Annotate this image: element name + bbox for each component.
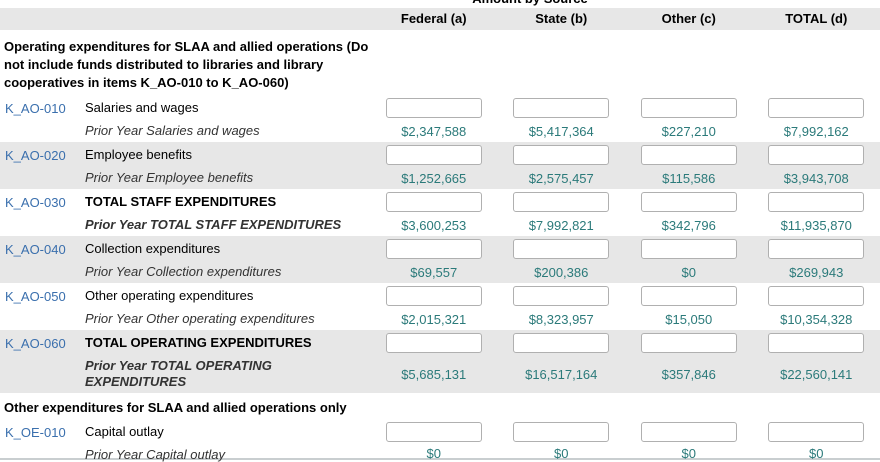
- item-label: Salaries and wages: [80, 95, 370, 121]
- amount-input-other[interactable]: [641, 145, 737, 165]
- amount-input-total[interactable]: [768, 192, 864, 212]
- prior-year-label: Prior Year TOTAL STAFF EXPENDITURES: [80, 215, 370, 236]
- prior-year-value-other: $357,846: [625, 356, 753, 393]
- table-row-K_AO-030: K_AO-030 TOTAL STAFF EXPENDITURES Prior …: [0, 189, 880, 236]
- prior-year-label: Prior Year TOTAL OPERATING EXPENDITURES: [80, 356, 285, 393]
- amount-input-state[interactable]: [513, 422, 609, 442]
- amount-input-other[interactable]: [641, 239, 737, 259]
- item-label: TOTAL STAFF EXPENDITURES: [80, 189, 370, 215]
- prior-year-label: Prior Year Other operating expenditures: [80, 309, 370, 330]
- item-id-link[interactable]: K_AO-030: [5, 195, 66, 210]
- table-row-K_OE-010: K_OE-010 Capital outlay Prior Year Capit…: [0, 419, 880, 458]
- prior-year-value-federal: $0: [370, 445, 498, 462]
- amount-input-state[interactable]: [513, 192, 609, 212]
- amount-input-state[interactable]: [513, 145, 609, 165]
- prior-year-value-state: $2,575,457: [498, 168, 626, 189]
- prior-year-value-federal: $2,347,588: [370, 121, 498, 142]
- item-label: Employee benefits: [80, 142, 370, 168]
- prior-year-value-state: $7,992,821: [498, 215, 626, 236]
- amount-input-state[interactable]: [513, 239, 609, 259]
- prior-year-value-federal: $5,685,131: [370, 356, 498, 393]
- amount-input-state[interactable]: [513, 333, 609, 353]
- section-title-line: cooperatives in items K_AO-010 to K_AO-0…: [4, 74, 880, 92]
- section-title-operating: Operating expenditures for SLAA and alli…: [0, 30, 880, 95]
- column-header-row: Federal (a) State (b) Other (c) TOTAL (d…: [0, 8, 880, 30]
- prior-year-value-other: $115,586: [625, 168, 753, 189]
- prior-year-value-other: $342,796: [625, 215, 753, 236]
- prior-year-label: Prior Year Employee benefits: [80, 168, 370, 189]
- amount-input-federal[interactable]: [386, 145, 482, 165]
- amount-input-federal[interactable]: [386, 422, 482, 442]
- prior-year-label: Prior Year Collection expenditures: [80, 262, 370, 283]
- item-label: Collection expenditures: [80, 236, 370, 262]
- prior-year-value-state: $0: [498, 445, 626, 462]
- amount-input-federal[interactable]: [386, 192, 482, 212]
- column-header-other: Other (c): [625, 8, 753, 30]
- section-title-line: Other expenditures for SLAA and allied o…: [4, 399, 880, 417]
- table-row-K_AO-040: K_AO-040 Collection expenditures Prior Y…: [0, 236, 880, 283]
- prior-year-value-total: $10,354,328: [753, 309, 880, 330]
- section-title-line: not include funds distributed to librari…: [4, 56, 880, 74]
- item-id-link[interactable]: K_AO-020: [5, 148, 66, 163]
- amount-input-state[interactable]: [513, 286, 609, 306]
- amount-input-federal[interactable]: [386, 286, 482, 306]
- prior-year-value-total: $269,943: [753, 262, 880, 283]
- table-row-K_AO-010: K_AO-010 Salaries and wages Prior Year S…: [0, 95, 880, 142]
- prior-year-value-other: $0: [625, 262, 753, 283]
- table-row-K_AO-020: K_AO-020 Employee benefits Prior Year Em…: [0, 142, 880, 189]
- item-id-link[interactable]: K_AO-040: [5, 242, 66, 257]
- item-id-link[interactable]: K_AO-050: [5, 289, 66, 304]
- amount-input-federal[interactable]: [386, 239, 482, 259]
- amount-input-other[interactable]: [641, 98, 737, 118]
- amount-input-federal[interactable]: [386, 98, 482, 118]
- prior-year-label: Prior Year Capital outlay: [80, 445, 370, 462]
- column-header-total: TOTAL (d): [753, 8, 880, 30]
- amount-input-total[interactable]: [768, 333, 864, 353]
- column-header-state: State (b): [498, 8, 626, 30]
- item-id-link[interactable]: K_AO-060: [5, 336, 66, 351]
- column-header-federal: Federal (a): [370, 8, 498, 30]
- prior-year-value-total: $0: [753, 445, 880, 462]
- prior-year-value-state: $5,417,364: [498, 121, 626, 142]
- prior-year-value-federal: $1,252,665: [370, 168, 498, 189]
- survey-form-page: Amount by Source Federal (a) State (b) O…: [0, 0, 880, 462]
- section-title-other-expenditures: Other expenditures for SLAA and allied o…: [0, 393, 880, 419]
- prior-year-value-federal: $3,600,253: [370, 215, 498, 236]
- prior-year-value-other: $15,050: [625, 309, 753, 330]
- item-label: Other operating expenditures: [80, 283, 370, 309]
- amount-input-state[interactable]: [513, 98, 609, 118]
- amount-input-total[interactable]: [768, 145, 864, 165]
- prior-year-value-state: $8,323,957: [498, 309, 626, 330]
- prior-year-value-total: $22,560,141: [753, 356, 880, 393]
- item-id-link[interactable]: K_AO-010: [5, 101, 66, 116]
- prior-year-value-state: $200,386: [498, 262, 626, 283]
- item-label: TOTAL OPERATING EXPENDITURES: [80, 330, 370, 356]
- amount-input-total[interactable]: [768, 239, 864, 259]
- prior-year-value-federal: $69,557: [370, 262, 498, 283]
- amount-input-other[interactable]: [641, 422, 737, 442]
- amount-input-other[interactable]: [641, 286, 737, 306]
- table-row-K_AO-060: K_AO-060 TOTAL OPERATING EXPENDITURES Pr…: [0, 330, 880, 393]
- amount-input-total[interactable]: [768, 98, 864, 118]
- amount-input-other[interactable]: [641, 333, 737, 353]
- prior-year-value-other: $227,210: [625, 121, 753, 142]
- prior-year-value-total: $3,943,708: [753, 168, 880, 189]
- prior-year-value-other: $0: [625, 445, 753, 462]
- prior-year-value-state: $16,517,164: [498, 356, 626, 393]
- amount-input-total[interactable]: [768, 422, 864, 442]
- amount-input-total[interactable]: [768, 286, 864, 306]
- amount-input-other[interactable]: [641, 192, 737, 212]
- amount-by-source-caption: Amount by Source: [360, 0, 700, 6]
- amount-by-source-caption-strip: Amount by Source: [0, 0, 880, 8]
- section-title-line: Operating expenditures for SLAA and alli…: [4, 38, 880, 56]
- prior-year-value-total: $11,935,870: [753, 215, 880, 236]
- prior-year-label: Prior Year Salaries and wages: [80, 121, 370, 142]
- prior-year-value-federal: $2,015,321: [370, 309, 498, 330]
- item-label: Capital outlay: [80, 419, 370, 445]
- prior-year-value-total: $7,992,162: [753, 121, 880, 142]
- amount-input-federal[interactable]: [386, 333, 482, 353]
- item-id-link[interactable]: K_OE-010: [5, 425, 66, 440]
- table-row-K_AO-050: K_AO-050 Other operating expenditures Pr…: [0, 283, 880, 330]
